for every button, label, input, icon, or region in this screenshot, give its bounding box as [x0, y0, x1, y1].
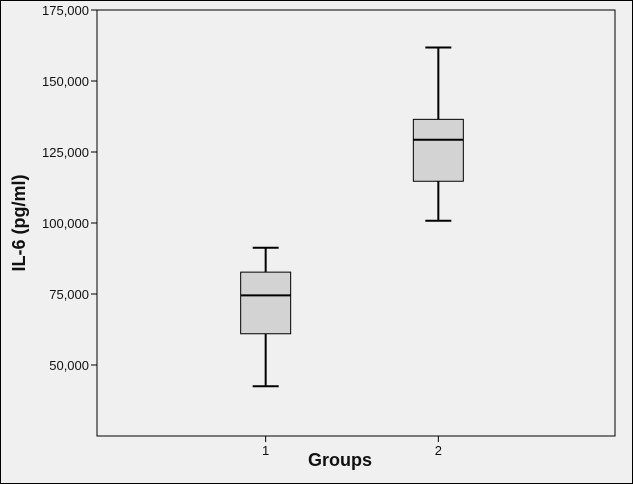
y-axis-title: IL-6 (pg/ml) [9, 175, 29, 272]
boxes-layer [240, 46, 464, 388]
y-tick-label: 125,000 [42, 145, 89, 160]
x-tick-label: 1 [262, 443, 269, 458]
y-axis: 50,000 75,000 100,000 125,000 150,000 175,000 [42, 3, 97, 373]
iqr-box [412, 118, 464, 182]
y-tick-label: 75,000 [49, 287, 89, 302]
x-axis-title: Groups [308, 450, 372, 470]
y-tick-label: 100,000 [42, 216, 89, 231]
box-group-2 [412, 46, 464, 222]
y-tick-label: 50,000 [49, 358, 89, 373]
box-group-1 [240, 246, 292, 388]
x-tick-label: 2 [435, 443, 442, 458]
y-tick-label: 150,000 [42, 74, 89, 89]
y-tick-label: 175,000 [42, 3, 89, 18]
iqr-box [240, 271, 292, 335]
plot-area [96, 9, 616, 437]
